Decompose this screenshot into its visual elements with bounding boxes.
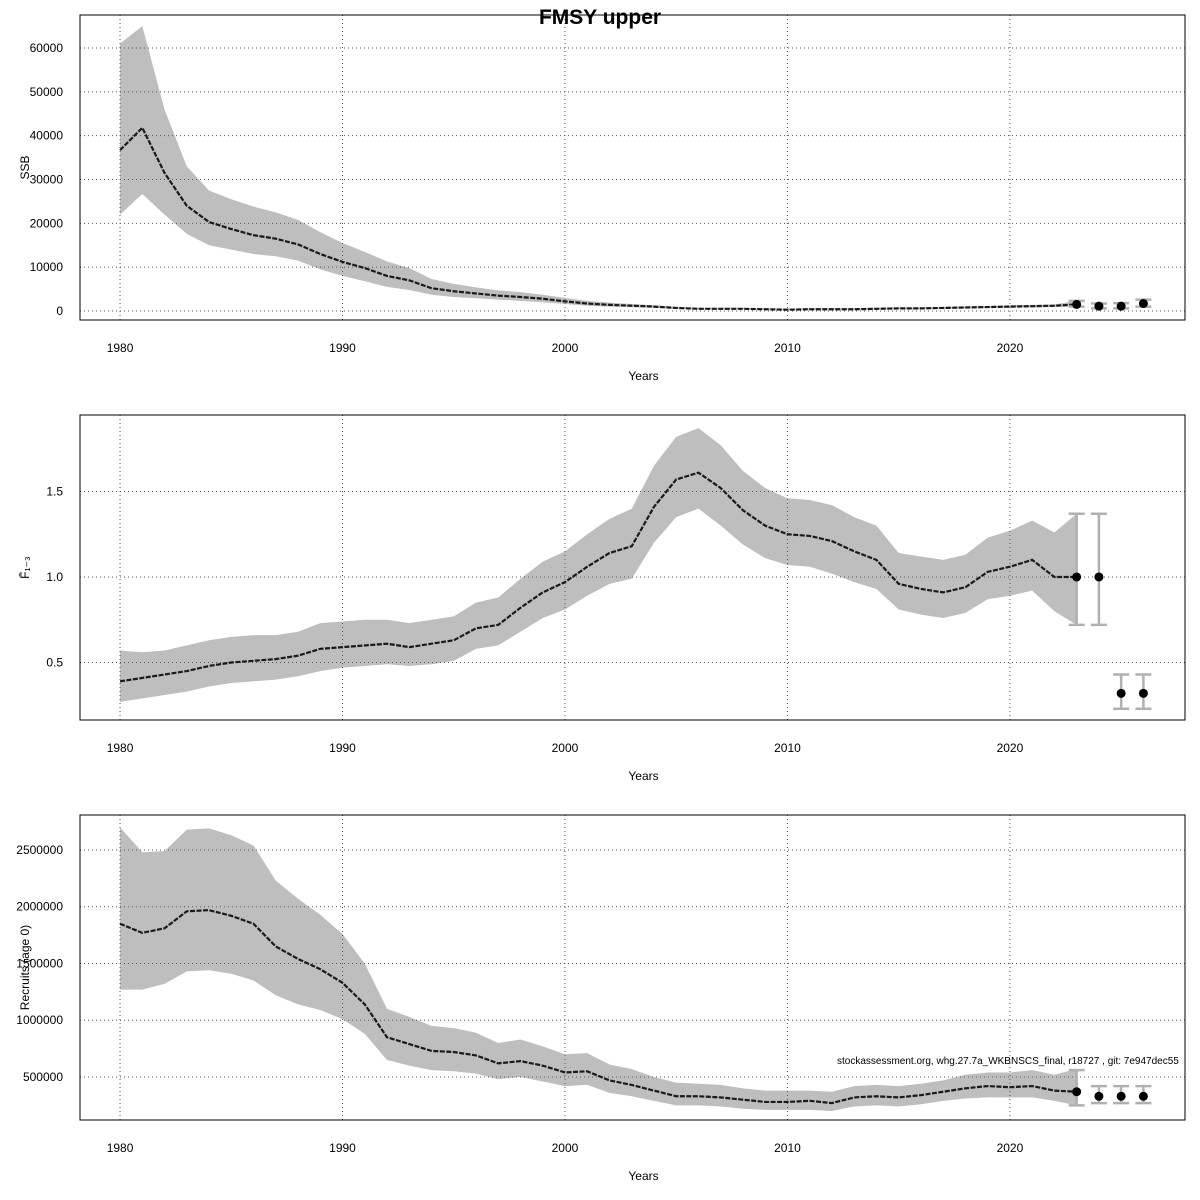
annotation: stockassessment.org, whg.27.7a_WKBNSCS_f… [837, 1056, 1179, 1067]
forecast-point [1094, 1091, 1104, 1101]
y-tick-label: 2500000 [16, 843, 63, 857]
x-tick-label: 2000 [552, 741, 579, 755]
y-axis-label: Recruits (age 0) [18, 925, 32, 1010]
y-tick-label: 10000 [30, 260, 64, 274]
estimate-line [119, 471, 1077, 683]
x-tick-label: 1980 [107, 341, 134, 355]
y-tick-label: 60000 [30, 41, 64, 55]
x-tick-label: 2010 [774, 741, 801, 755]
x-tick-label: 2010 [774, 1141, 801, 1155]
y-tick-label: 30000 [30, 173, 64, 187]
y-tick-label: 1500000 [16, 956, 63, 970]
x-tick-label: 1990 [329, 341, 356, 355]
y-tick-label: 500000 [23, 1070, 63, 1084]
y-tick-label: 2000000 [16, 900, 63, 914]
plot-frame [79, 14, 1186, 321]
y-tick-label: 50000 [30, 85, 64, 99]
forecast-point [1072, 572, 1082, 582]
forecast-point [1094, 301, 1104, 311]
x-tick-label: 2020 [997, 341, 1024, 355]
x-tick-label: 1990 [329, 741, 356, 755]
x-tick-label: 2020 [997, 1141, 1024, 1155]
y-tick-label: 20000 [30, 216, 64, 230]
y-tick-label: 0.5 [46, 656, 63, 670]
plot-frame [79, 414, 1186, 721]
y-tick-label: 1000000 [16, 1013, 63, 1027]
y-tick-label: 0 [56, 304, 63, 318]
forecast-point [1116, 688, 1126, 698]
x-axis-label: Years [628, 769, 658, 783]
confidence-band [120, 827, 1077, 1112]
x-tick-label: 1990 [329, 1141, 356, 1155]
x-tick-label: 2020 [997, 741, 1024, 755]
forecast-point [1138, 1091, 1148, 1101]
x-tick-label: 2010 [774, 341, 801, 355]
forecast-point [1138, 299, 1148, 309]
x-tick-label: 1980 [107, 741, 134, 755]
y-tick-label: 1.5 [46, 484, 63, 498]
x-axis-label: Years [628, 369, 658, 383]
forecast-point [1116, 301, 1126, 311]
figure-title: FMSY upper [539, 6, 661, 29]
forecast-point [1072, 1087, 1082, 1097]
x-tick-label: 1980 [107, 1141, 134, 1155]
plot-frame [79, 814, 1186, 1121]
confidence-band [120, 26, 1077, 311]
y-axis-label: SSB [18, 155, 32, 179]
confidence-band [120, 428, 1077, 702]
forecast-point [1072, 299, 1082, 309]
x-axis-label: Years [628, 1169, 658, 1183]
x-tick-label: 2000 [552, 341, 579, 355]
x-tick-label: 2000 [552, 1141, 579, 1155]
forecast-point [1116, 1091, 1126, 1101]
forecast-point [1094, 572, 1104, 582]
y-tick-label: 40000 [30, 129, 64, 143]
y-tick-label: 1.0 [46, 570, 63, 584]
y-axis-label: F̄₁₋₃ [18, 556, 32, 579]
forecast-point [1138, 688, 1148, 698]
estimate-line [119, 125, 1077, 311]
estimate-line [119, 909, 1077, 1105]
